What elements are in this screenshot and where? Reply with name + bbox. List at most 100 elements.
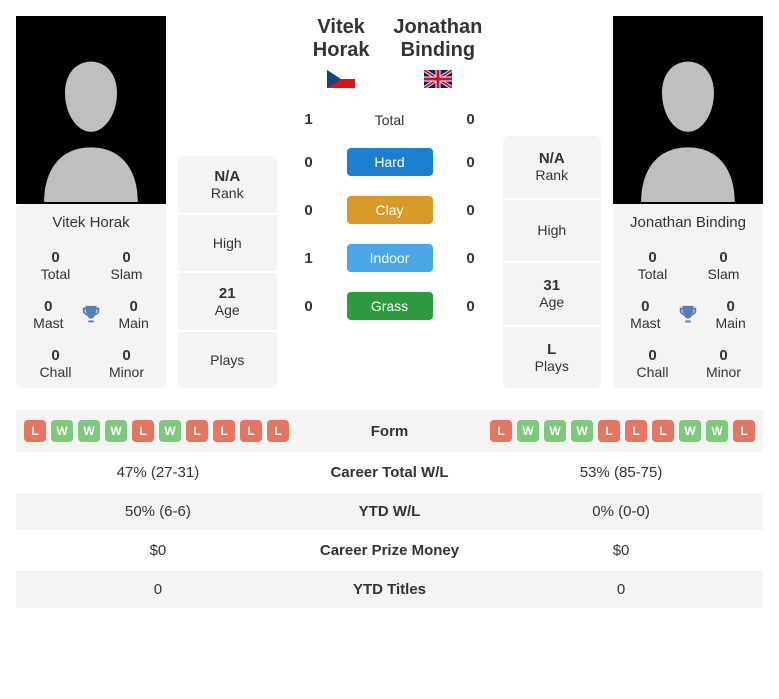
h2h-row-hard: 0 Hard 0 xyxy=(289,138,491,186)
p2-minor: 0 Minor xyxy=(699,347,749,380)
surface-badge-indoor[interactable]: Indoor xyxy=(347,244,433,272)
p1-high: High xyxy=(178,215,277,274)
stats-p1-val: LWWWLWLLLL xyxy=(16,409,300,453)
p1-slam: 0 Slam xyxy=(102,249,152,282)
form-badge[interactable]: L xyxy=(598,420,620,442)
stats-p1-val: 0 xyxy=(16,570,300,608)
h2h-p1-val: 0 xyxy=(289,154,329,171)
stats-p2-val: $0 xyxy=(479,531,763,570)
form-badge[interactable]: W xyxy=(105,420,127,442)
player2-photo xyxy=(613,16,763,204)
h2h-surface-rows: 1 Total 0 0 Hard 0 0 Clay 0 1 Indoor 0 0 Grass 0 xyxy=(289,101,491,330)
p2-total: 0 Total xyxy=(628,249,678,282)
stats-row: LWWWLWLLLLFormLWWWLLLWWL xyxy=(16,409,763,453)
p1-rank: N/A Rank xyxy=(178,156,277,215)
form-badge[interactable]: W xyxy=(517,420,539,442)
p2-main: 0 Main xyxy=(706,298,756,331)
p1-chall: 0 Chall xyxy=(31,347,81,380)
stats-p2-val: LWWWLLLWWL xyxy=(479,409,763,453)
center-column: Vitek Horak Jonathan Binding 1 Total 0 0 Har… xyxy=(289,16,491,388)
h2h-row-indoor: 1 Indoor 0 xyxy=(289,234,491,282)
form-badge[interactable]: W xyxy=(571,420,593,442)
stats-p1-val: 47% (27-31) xyxy=(16,453,300,492)
h2h-row-clay: 0 Clay 0 xyxy=(289,186,491,234)
h2h-label: Total xyxy=(347,112,433,128)
h2h-p1-val: 0 xyxy=(289,202,329,219)
stats-p2-val: 53% (85-75) xyxy=(479,453,763,492)
player2-info-column: N/A Rank High 31 Age L Plays xyxy=(503,136,602,388)
form-badge[interactable]: L xyxy=(213,420,235,442)
h2h-p1-val: 1 xyxy=(289,250,329,267)
p2-slam: 0 Slam xyxy=(699,249,749,282)
form-badge[interactable]: L xyxy=(186,420,208,442)
p2-high: High xyxy=(503,200,602,264)
stats-table: LWWWLWLLLLFormLWWWLLLWWL47% (27-31)Caree… xyxy=(16,408,763,608)
h2h-p2-val: 0 xyxy=(451,154,491,171)
form-badge[interactable]: L xyxy=(625,420,647,442)
surface-badge-clay[interactable]: Clay xyxy=(347,196,433,224)
form-badge[interactable]: W xyxy=(679,420,701,442)
form-badge[interactable]: L xyxy=(490,420,512,442)
cz-flag-icon xyxy=(327,70,355,88)
player1-header: Vitek Horak xyxy=(297,16,386,93)
p2-mast: 0 Mast xyxy=(620,298,670,331)
stats-p1-val: $0 xyxy=(16,531,300,570)
stats-p2-val: 0% (0-0) xyxy=(479,492,763,531)
h2h-p2-val: 0 xyxy=(451,298,491,315)
form-badge[interactable]: L xyxy=(240,420,262,442)
player1-title-card: Vitek Horak 0 Total 0 Slam 0 Mast 0 xyxy=(16,204,166,388)
stats-row: 50% (6-6)YTD W/L0% (0-0) xyxy=(16,492,763,531)
player2-header: Jonathan Binding xyxy=(393,16,482,93)
p1-mast: 0 Mast xyxy=(23,298,73,331)
trophy-icon xyxy=(80,304,102,326)
stats-label: Career Total W/L xyxy=(300,453,479,492)
player1-name[interactable]: Vitek Horak xyxy=(297,16,386,62)
player2-photo-name: Jonathan Binding xyxy=(613,204,763,241)
p1-minor: 0 Minor xyxy=(102,347,152,380)
player1-photo-name: Vitek Horak xyxy=(16,204,166,241)
top-section: Vitek Horak 0 Total 0 Slam 0 Mast 0 xyxy=(16,16,763,388)
surface-badge-hard[interactable]: Hard xyxy=(347,148,433,176)
stats-p1-val: 50% (6-6) xyxy=(16,492,300,531)
player1-column: Vitek Horak 0 Total 0 Slam 0 Mast 0 xyxy=(16,16,166,388)
p2-age: 31 Age xyxy=(503,263,602,327)
h2h-row-grass: 0 Grass 0 xyxy=(289,282,491,330)
h2h-p1-val: 1 xyxy=(289,111,329,128)
player2-title-card: Jonathan Binding 0 Total 0 Slam 0 Mast xyxy=(613,204,763,388)
h2h-p2-val: 0 xyxy=(451,111,491,128)
player1-photo xyxy=(16,16,166,204)
p2-plays: L Plays xyxy=(503,327,602,389)
player1-info-column: N/A Rank High 21 Age Plays xyxy=(178,156,277,388)
p2-chall: 0 Chall xyxy=(628,347,678,380)
stats-row: 47% (27-31)Career Total W/L53% (85-75) xyxy=(16,453,763,492)
form-badge[interactable]: L xyxy=(267,420,289,442)
form-badge[interactable]: L xyxy=(733,420,755,442)
gb-flag-icon xyxy=(424,70,452,88)
stats-label: YTD Titles xyxy=(300,570,479,608)
p2-rank: N/A Rank xyxy=(503,136,602,200)
stats-p2-val: 0 xyxy=(479,570,763,608)
form-badge[interactable]: W xyxy=(159,420,181,442)
h2h-row-total: 1 Total 0 xyxy=(289,101,491,138)
p1-age: 21 Age xyxy=(178,273,277,332)
h2h-p2-val: 0 xyxy=(451,250,491,267)
p1-main: 0 Main xyxy=(109,298,159,331)
form-badge[interactable]: L xyxy=(24,420,46,442)
form-badge[interactable]: W xyxy=(706,420,728,442)
player2-column: Jonathan Binding 0 Total 0 Slam 0 Mast xyxy=(613,16,763,388)
form-badge[interactable]: L xyxy=(132,420,154,442)
form-badge[interactable]: L xyxy=(652,420,674,442)
trophy-icon xyxy=(677,304,699,326)
stats-label: YTD W/L xyxy=(300,492,479,531)
h2h-p1-val: 0 xyxy=(289,298,329,315)
surface-badge-grass[interactable]: Grass xyxy=(347,292,433,320)
stats-row: 0YTD Titles0 xyxy=(16,570,763,608)
form-badge[interactable]: W xyxy=(78,420,100,442)
form-badge[interactable]: W xyxy=(51,420,73,442)
p1-plays: Plays xyxy=(178,332,277,389)
h2h-p2-val: 0 xyxy=(451,202,491,219)
player2-name[interactable]: Jonathan Binding xyxy=(393,16,482,62)
form-badge[interactable]: W xyxy=(544,420,566,442)
stats-row: $0Career Prize Money$0 xyxy=(16,531,763,570)
stats-label: Form xyxy=(300,409,479,453)
